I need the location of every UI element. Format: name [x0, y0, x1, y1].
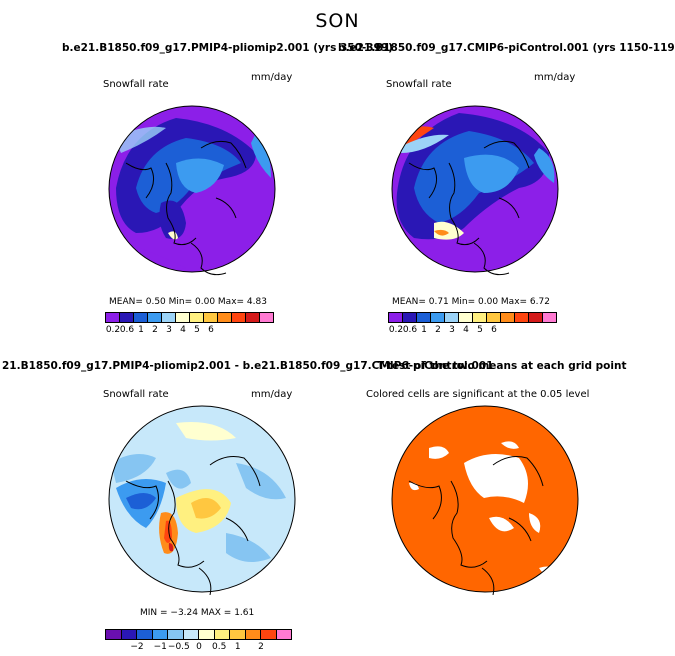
colorbar-tick-label: 4 — [180, 325, 186, 335]
colorbar-cell — [203, 312, 218, 323]
colorbar-cell — [472, 312, 487, 323]
panel3-label: Snowfall rate — [103, 389, 169, 400]
panel2-label: Snowfall rate — [386, 79, 452, 90]
colorbar-cell — [229, 629, 246, 640]
colorbar-cell — [189, 312, 204, 323]
colorbar-tick-label: 5 — [194, 325, 200, 335]
panel2-stats: MEAN= 0.71 Min= 0.00 Max= 6.72 — [392, 297, 550, 307]
colorbar-cell — [151, 629, 168, 640]
colorbar-tick-label: 3 — [449, 325, 455, 335]
colorbar-cell — [182, 629, 199, 640]
panel3-colorbar — [105, 629, 292, 640]
colorbar-cell — [147, 312, 162, 323]
colorbar-cell — [105, 312, 120, 323]
header-diff: 21.B1850.f09_g17.PMIP4-pliomip2.001 - b.… — [2, 360, 494, 372]
colorbar-cell — [444, 312, 459, 323]
colorbar-tick-label: −1 — [153, 642, 167, 652]
colorbar-cell — [161, 312, 176, 323]
colorbar-cell — [175, 312, 190, 323]
panel1-units: mm/day — [251, 72, 293, 83]
colorbar-cell — [259, 312, 274, 323]
colorbar-cell — [430, 312, 445, 323]
panel1-colorbar-labels: 0.2 0.6 1 2 3 4 5 6 — [106, 325, 274, 337]
colorbar-tick-label: 0.6 — [119, 325, 135, 335]
colorbar-cell — [402, 312, 417, 323]
colorbar-cell — [119, 312, 134, 323]
colorbar-tick-label: 0.2 — [388, 325, 404, 335]
colorbar-cell — [167, 629, 184, 640]
colorbar-cell — [388, 312, 403, 323]
panel2-units: mm/day — [534, 72, 576, 83]
colorbar-cell — [245, 312, 260, 323]
panel2-colorbar-labels: 0.2 0.6 1 2 3 4 5 6 — [389, 325, 557, 337]
panel4-map — [391, 405, 579, 595]
colorbar-cell — [217, 312, 232, 323]
colorbar-cell — [514, 312, 529, 323]
colorbar-cell — [244, 629, 261, 640]
colorbar-tick-label: 6 — [491, 325, 497, 335]
colorbar-cell — [542, 312, 557, 323]
header-left: b.e21.B1850.f09_g17.PMIP4-pliomip2.001 (… — [62, 42, 393, 54]
panel1-label: Snowfall rate — [103, 79, 169, 90]
colorbar-tick-label: 0.2 — [105, 325, 121, 335]
colorbar-tick-label: 2 — [435, 325, 441, 335]
colorbar-tick-label: 5 — [477, 325, 483, 335]
colorbar-tick-label: −2 — [130, 642, 144, 652]
colorbar-cell — [136, 629, 153, 640]
panel1-colorbar — [105, 312, 274, 323]
colorbar-tick-label: 0 — [196, 642, 202, 652]
colorbar-cell — [198, 629, 215, 640]
colorbar-tick-label: 0.5 — [211, 642, 227, 652]
header-right: b.e21.B1850.f09_g17.CMIP6-piControl.001 … — [338, 42, 675, 54]
colorbar-tick-label: 1 — [138, 325, 144, 335]
colorbar-cell — [105, 629, 122, 640]
colorbar-tick-label: 2 — [258, 642, 264, 652]
colorbar-tick-label: −0.5 — [167, 642, 190, 652]
colorbar-tick-label: 1 — [234, 642, 241, 652]
colorbar-tick-label: 0.6 — [402, 325, 418, 335]
panel1-stats: MEAN= 0.50 Min= 0.00 Max= 4.83 — [109, 297, 267, 307]
panel4-label: Colored cells are significant at the 0.0… — [366, 389, 590, 400]
colorbar-cell — [486, 312, 501, 323]
panel2-map — [391, 105, 559, 276]
colorbar-cell — [416, 312, 431, 323]
season-title: SON — [315, 10, 360, 32]
colorbar-cell — [231, 312, 246, 323]
colorbar-cell — [260, 629, 277, 640]
panel3-colorbar-labels: −2 −1 −0.5 0 0.5 1 2 — [106, 642, 292, 654]
colorbar-cell — [133, 312, 148, 323]
colorbar-tick-label: 1 — [421, 325, 427, 335]
panel2-colorbar — [388, 312, 557, 323]
colorbar-tick-label: 6 — [208, 325, 214, 335]
panel1-map — [108, 105, 276, 276]
colorbar-cell — [120, 629, 137, 640]
colorbar-cell — [275, 629, 292, 640]
panel3-stats: MIN = −3.24 MAX = 1.61 — [140, 608, 255, 618]
panel3-map — [108, 405, 296, 595]
header-ttest: T-test of the two means at each grid poi… — [377, 360, 627, 372]
colorbar-cell — [458, 312, 473, 323]
colorbar-tick-label: 2 — [152, 325, 158, 335]
colorbar-tick-label: 4 — [463, 325, 469, 335]
colorbar-tick-label: 3 — [166, 325, 172, 335]
colorbar-cell — [500, 312, 515, 323]
colorbar-cell — [528, 312, 543, 323]
panel3-units: mm/day — [251, 389, 293, 400]
colorbar-cell — [213, 629, 230, 640]
